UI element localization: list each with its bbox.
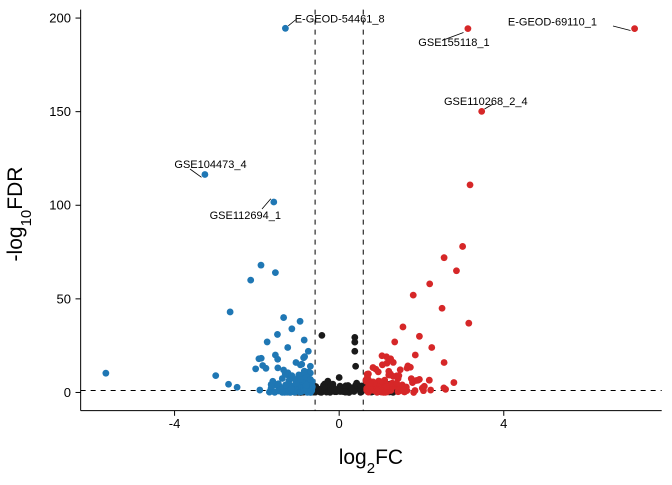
svg-text:GSE104473_4: GSE104473_4: [174, 159, 246, 171]
svg-text:200: 200: [49, 11, 71, 26]
svg-text:150: 150: [49, 104, 71, 119]
svg-text:GSE110268_2_4: GSE110268_2_4: [444, 96, 528, 108]
svg-text:E-GEOD-69110_1: E-GEOD-69110_1: [508, 17, 597, 29]
svg-text:-log10FDR: -log10FDR: [4, 167, 35, 262]
svg-text:100: 100: [49, 198, 71, 213]
svg-text:0: 0: [64, 385, 71, 400]
svg-text:log2FC: log2FC: [339, 446, 403, 477]
svg-text:50: 50: [57, 291, 71, 306]
svg-text:GSE112694_1: GSE112694_1: [210, 210, 281, 222]
svg-text:-4: -4: [169, 416, 181, 431]
svg-text:4: 4: [500, 416, 507, 431]
svg-text:E-GEOD-54461_8: E-GEOD-54461_8: [295, 14, 385, 26]
svg-text:GSE155118_1: GSE155118_1: [418, 37, 489, 49]
svg-text:0: 0: [336, 416, 343, 431]
